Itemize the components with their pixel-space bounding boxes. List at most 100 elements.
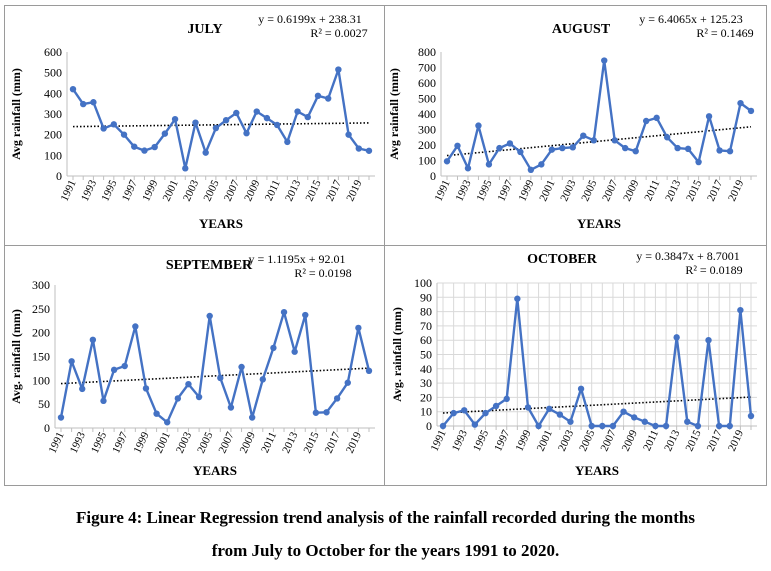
data-point — [270, 344, 277, 352]
x-tick-label: 1999 — [140, 178, 160, 203]
x-tick-label: 2005 — [579, 178, 599, 203]
data-point — [559, 144, 566, 152]
data-point — [248, 414, 256, 421]
data-point — [89, 336, 97, 344]
data-point — [280, 308, 288, 316]
x-tick-label: 2011 — [259, 430, 279, 455]
data-point — [548, 146, 556, 153]
x-tick-label: 2011 — [263, 178, 283, 203]
figure-caption-line-2: from July to October for the years 1991 … — [211, 541, 560, 560]
y-tick-label: 100 — [44, 148, 62, 162]
x-tick-label: 2019 — [726, 178, 746, 203]
data-point — [641, 418, 648, 425]
y-tick-label: 500 — [418, 92, 436, 106]
data-point — [546, 405, 553, 413]
y-tick-label: 300 — [32, 278, 50, 292]
x-tick-label: 1995 — [89, 430, 109, 455]
trend-equation: y = 0.3847x + 8.7001 — [636, 249, 740, 263]
x-tick-label: 2003 — [556, 428, 576, 453]
data-point — [524, 404, 532, 411]
data-point — [439, 422, 447, 430]
x-tick-label: 1997 — [120, 178, 140, 203]
data-point — [131, 143, 138, 150]
y-tick-label: 100 — [418, 154, 436, 168]
data-point — [588, 422, 595, 430]
series-line — [446, 59, 752, 172]
y-tick-label: 400 — [44, 86, 62, 100]
y-tick-label: 10 — [420, 405, 432, 419]
data-point — [695, 158, 702, 166]
data-point — [475, 122, 482, 129]
data-point — [182, 165, 189, 172]
data-point — [79, 385, 86, 393]
data-point — [324, 95, 332, 102]
x-tick-label: 1995 — [471, 428, 491, 453]
data-point — [227, 404, 235, 411]
data-point — [238, 363, 245, 371]
y-tick-label: 300 — [44, 107, 62, 121]
y-tick-label: 200 — [32, 326, 50, 340]
series-line — [442, 297, 753, 428]
data-point — [694, 422, 702, 430]
x-tick-label: 2017 — [324, 178, 344, 203]
data-point — [333, 395, 341, 402]
data-point — [642, 117, 650, 125]
x-tick-label: 2017 — [705, 178, 725, 203]
y-tick-label: 200 — [44, 128, 62, 142]
data-point — [684, 418, 691, 425]
data-point — [233, 109, 240, 117]
x-tick-label: 2005 — [201, 178, 221, 203]
y-tick-label: 90 — [420, 290, 432, 304]
data-point — [212, 124, 220, 132]
x-tick-label: 2003 — [558, 178, 578, 203]
x-tick-label: 2001 — [161, 178, 181, 203]
data-point — [450, 409, 457, 417]
x-tick-label: 1997 — [110, 430, 130, 455]
series-line — [72, 68, 370, 170]
x-axis-label: YEARS — [575, 463, 619, 478]
x-axis-label: YEARS — [193, 463, 237, 478]
data-point — [335, 66, 342, 73]
x-tick-label: 2013 — [663, 178, 683, 203]
y-tick-label: 0 — [44, 421, 50, 435]
x-tick-label: 2009 — [238, 430, 258, 455]
x-tick-label: 1993 — [68, 430, 88, 455]
x-tick-label: 2001 — [535, 428, 555, 453]
data-point — [100, 125, 107, 132]
data-point — [464, 165, 472, 172]
y-tick-label: 50 — [420, 348, 432, 362]
y-tick-label: 70 — [420, 319, 432, 333]
data-point — [705, 337, 712, 344]
x-tick-label: 1995 — [474, 178, 494, 203]
x-tick-label: 2019 — [344, 178, 364, 203]
data-point — [253, 108, 260, 115]
data-point — [68, 358, 75, 365]
data-point — [527, 166, 535, 173]
data-point — [302, 311, 309, 319]
chart-title: SEPTEMBER — [166, 258, 253, 273]
y-tick-label: 30 — [420, 376, 432, 390]
data-point — [652, 422, 659, 430]
y-tick-label: 700 — [418, 61, 436, 75]
data-point — [538, 161, 545, 168]
series-line — [59, 310, 371, 424]
data-point — [294, 108, 301, 115]
data-point — [365, 367, 373, 374]
x-tick-label: 2019 — [726, 428, 746, 453]
x-tick-label: 2011 — [641, 428, 661, 453]
data-point — [577, 385, 585, 393]
data-point — [496, 144, 503, 152]
data-point — [580, 132, 587, 139]
trend-r-squared: R² = 0.0027 — [310, 26, 367, 40]
x-tick-label: 2007 — [600, 178, 620, 203]
x-tick-label: 2013 — [280, 430, 300, 455]
y-tick-label: 0 — [426, 419, 432, 433]
data-point — [259, 376, 266, 383]
data-point — [243, 130, 250, 137]
data-point — [174, 395, 182, 402]
trend-line — [442, 396, 752, 414]
x-tick-label: 2015 — [301, 430, 321, 455]
data-point — [611, 137, 618, 144]
data-point — [171, 115, 179, 123]
